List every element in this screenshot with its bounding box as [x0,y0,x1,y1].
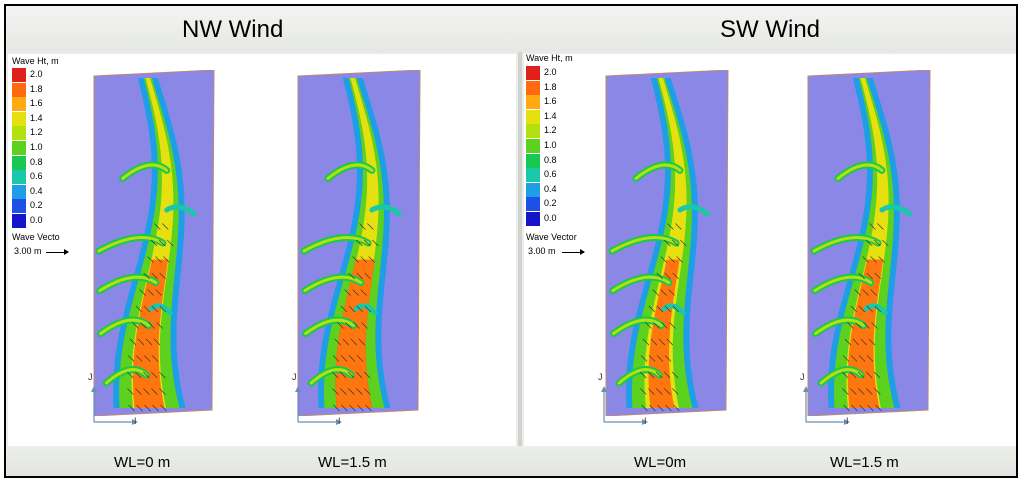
panel-divider [518,52,522,448]
legend-tick-label: 0.0 [544,213,557,223]
legend-swatch [12,111,26,126]
legend-swatch [12,214,26,228]
ij-axis-icon [295,386,342,425]
legend-tick-label: 1.2 [544,125,557,136]
legend-swatch [526,95,540,110]
legend-title: Wave Ht, m [12,56,59,66]
caption-bar [6,446,1016,476]
wave-map-nw-wl0 [93,70,215,416]
legend-swatch [12,155,26,170]
vector-legend-title: Wave Vector [526,232,577,242]
axis-i-label: I [338,416,341,426]
legend-swatch [12,126,26,141]
wave-map-nw-wl15 [297,70,421,416]
legend-tick-label: 0.4 [30,185,43,196]
legend-tick-label: 2.0 [544,67,557,77]
ij-axis-icon [91,386,138,425]
legend-tick-label: 1.0 [544,140,557,150]
legend-tick-label: 1.4 [544,110,557,121]
vector-scale-label: 3.00 m [14,246,42,256]
legend-swatch [12,97,26,112]
legend-swatch [526,168,540,183]
legend-tick-label: 0.0 [30,215,43,225]
wave-map-sw-wl15 [807,70,931,416]
legend-swatch [12,170,26,185]
legend-swatch [526,197,540,212]
legend-swatch [12,82,26,97]
legend-tick-label: 0.2 [30,200,43,211]
legend-swatch [526,66,540,80]
legend-swatch [12,199,26,214]
vector-scale-arrow-icon [46,249,69,255]
legend-tick-label: 0.2 [544,198,557,209]
axis-j-label: J [292,372,297,382]
legend-tick-label: 1.8 [544,81,557,92]
legend-tick-label: 1.8 [30,83,43,94]
legend-tick-label: 1.2 [30,127,43,138]
legend-tick-label: 1.6 [544,96,557,107]
axis-i-label: I [846,416,849,426]
caption-nw-wl15: WL=1.5 m [318,454,387,471]
wave-map-sw-wl0 [605,70,729,416]
vector-scale-arrow-icon [562,249,585,255]
header-bar [6,6,1016,52]
ij-axis-icon [601,386,648,425]
vector-scale-label: 3.00 m [528,246,556,256]
panel-nw-wind [8,54,516,446]
legend-swatch [526,124,540,139]
legend-tick-label: 0.4 [544,183,557,194]
legend-swatch [526,109,540,124]
legend-swatch [526,153,540,168]
axis-j-label: J [88,372,93,382]
legend-swatch [526,80,540,95]
title-nw-wind: NW Wind [182,16,284,43]
legend-tick-label: 2.0 [30,69,43,79]
axis-j-label: J [800,372,805,382]
legend-swatch [12,141,26,155]
axis-i-label: I [644,416,647,426]
legend-swatch [12,184,26,199]
legend-tick-label: 0.8 [30,156,43,167]
legend-tick-label: 0.6 [544,169,557,180]
legend-tick-label: 0.8 [544,154,557,165]
legend-swatch [526,212,540,226]
legend-tick-label: 1.4 [30,112,43,123]
legend-swatch [526,182,540,197]
legend-swatch [526,139,540,153]
legend-title: Wave Ht, m [526,53,573,63]
caption-sw-wl0: WL=0m [634,454,687,471]
axis-j-label: J [598,372,603,382]
legend-tick-label: 1.0 [30,142,43,152]
caption-nw-wl0: WL=0 m [114,454,171,471]
caption-sw-wl15: WL=1.5 m [830,454,899,471]
title-sw-wind: SW Wind [720,16,821,43]
legend-tick-label: 0.6 [30,171,43,182]
vector-legend-title: Wave Vecto [12,232,60,242]
ij-axis-icon [803,386,850,425]
legend-tick-label: 1.6 [30,98,43,109]
axis-i-label: I [134,416,137,426]
legend-swatch [12,68,26,82]
